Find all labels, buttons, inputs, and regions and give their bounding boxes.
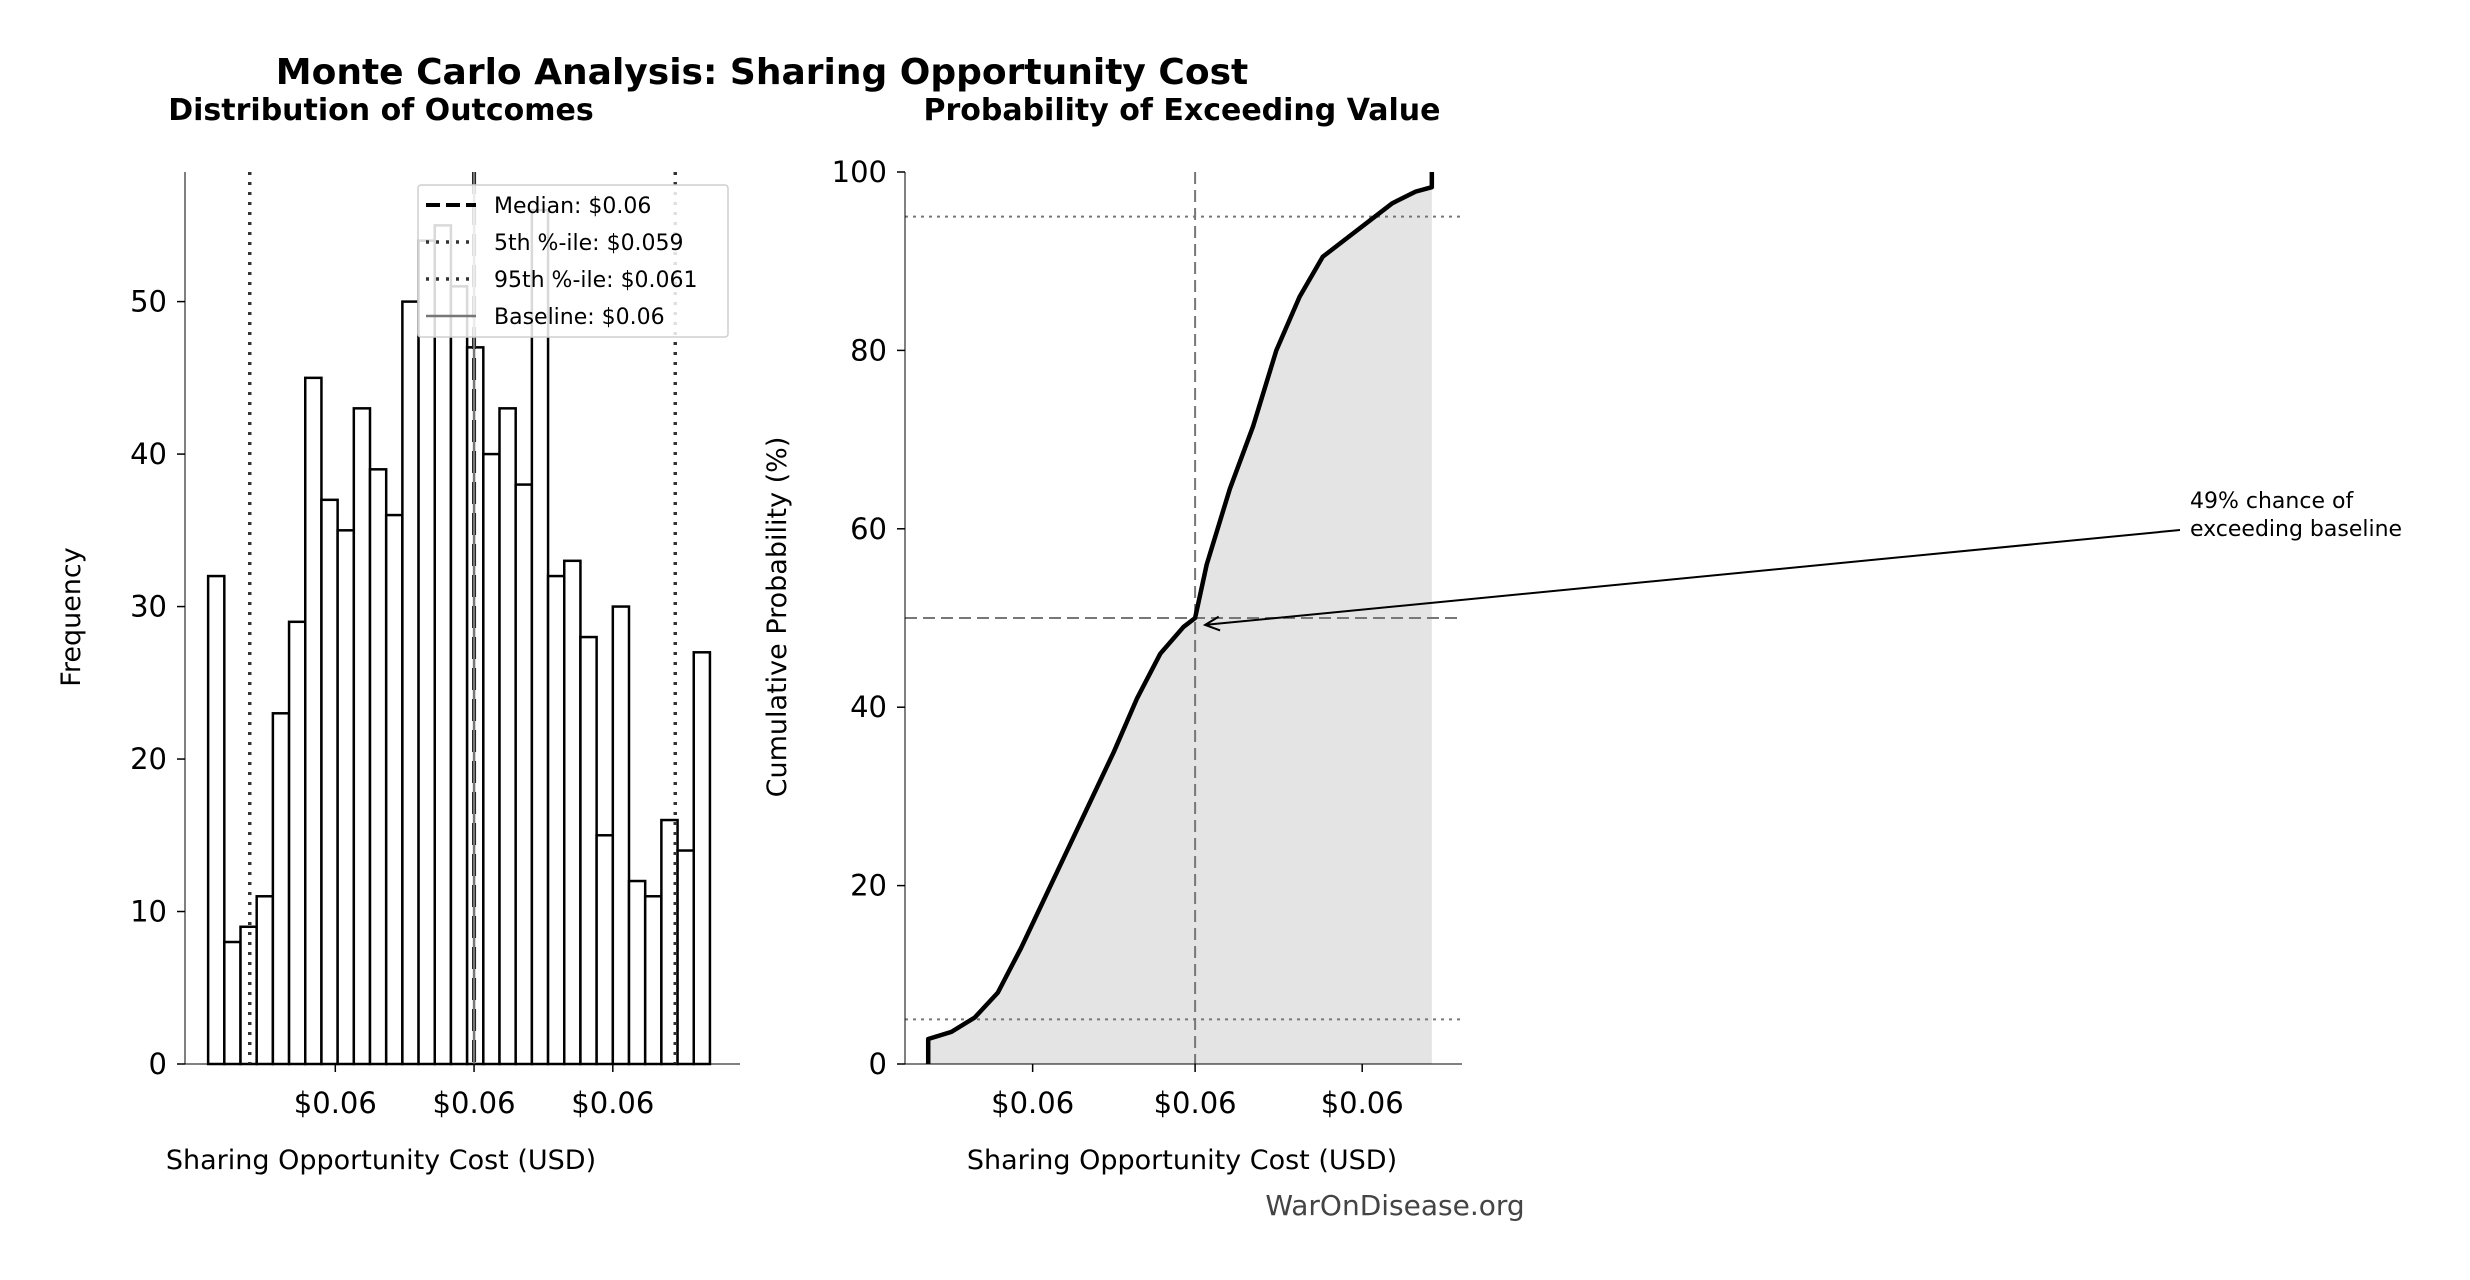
cdf-y-tick-label: 80	[850, 333, 887, 367]
legend-label: 5th %-ile: $0.059	[494, 231, 684, 256]
histogram-bar	[433, 224, 453, 1066]
cdf-y-tick-label: 100	[832, 155, 887, 189]
histogram-bar	[692, 651, 712, 1066]
histogram-bars	[206, 208, 712, 1066]
legend-label: Baseline: $0.06	[494, 305, 665, 330]
cdf-title: Probability of Exceeding Value	[923, 93, 1440, 128]
histogram-bar	[579, 635, 598, 1066]
histogram-bar	[223, 940, 242, 1066]
histogram-chart: 0 10 20 30 40 50 $0.06 $0.06 $0.06 Sharing Oppor…	[56, 172, 740, 1176]
annotation-arrow-head	[1202, 615, 1221, 632]
histogram-bar	[352, 407, 372, 1066]
histogram-x-tick-label: $0.06	[571, 1086, 654, 1120]
cdf-fill	[928, 172, 1432, 1064]
annotation-text: exceeding baseline	[2190, 517, 2402, 542]
histogram-bar	[320, 498, 339, 1066]
cdf-chart: 0 20 40 60 80 100 $0.06 $0.06 $0.06 Sharing Oppo…	[762, 155, 2402, 1176]
legend-label: 95th %-ile: $0.061	[494, 268, 698, 293]
cdf-x-tick-label: $0.06	[1321, 1086, 1404, 1120]
histogram-bar	[514, 483, 534, 1066]
watermark: WarOnDisease.org	[1265, 1189, 1524, 1222]
cdf-x-axis-label: Sharing Opportunity Cost (USD)	[967, 1145, 1397, 1176]
histogram-bar	[676, 849, 695, 1066]
cdf-y-tick-label: 40	[850, 690, 887, 724]
histogram-y-tick-label: 40	[130, 437, 167, 471]
cdf-x-tick-label: $0.06	[991, 1086, 1074, 1120]
histogram-y-tick-label: 0	[149, 1047, 167, 1081]
histogram-bar	[417, 239, 436, 1066]
histogram-bar	[546, 574, 566, 1066]
histogram-bar	[449, 285, 469, 1066]
histogram-bar	[482, 452, 501, 1066]
histogram-bar	[271, 712, 291, 1066]
histogram-bar	[255, 895, 275, 1066]
histogram-bar	[595, 834, 615, 1066]
histogram-bar	[287, 620, 307, 1066]
histogram-axes: 0 10 20 30 40 50 $0.06 $0.06 $0.06	[130, 172, 740, 1120]
histogram-bar	[304, 376, 323, 1066]
legend-frame	[417, 184, 729, 338]
histogram-y-tick-label: 50	[130, 285, 167, 319]
histogram-bar	[368, 468, 388, 1066]
histogram-legend: Median: $0.06 5th %-ile: $0.059 95th %-ile…	[417, 184, 729, 338]
histogram-bar	[401, 300, 420, 1066]
cdf-y-axis-label: Cumulative Probability (%)	[762, 437, 793, 798]
histogram-bar	[611, 605, 631, 1066]
histogram-y-axis-label: Frequency	[56, 547, 87, 687]
cdf-y-tick-label: 60	[850, 512, 887, 546]
cdf-y-tick-label: 20	[850, 869, 887, 903]
cdf-line	[925, 172, 1435, 1064]
histogram-title: Distribution of Outcomes	[168, 93, 594, 128]
cdf-reference-lines	[905, 172, 1462, 1064]
cdf-annotation: 49% chance of exceeding baseline	[1202, 489, 2402, 632]
annotation-text: 49% chance of	[2190, 489, 2354, 514]
legend-label: Median: $0.06	[494, 194, 651, 219]
histogram-y-tick-label: 10	[130, 895, 167, 929]
histogram-bar	[384, 513, 404, 1066]
annotation-arrow-shaft	[1205, 529, 2181, 626]
cdf-y-tick-label: 0	[869, 1047, 887, 1081]
histogram-x-tick-label: $0.06	[294, 1086, 377, 1120]
histogram-bar	[336, 529, 356, 1066]
cdf-axes: 0 20 40 60 80 100 $0.06 $0.06 $0.06	[832, 155, 1462, 1120]
histogram-bar	[643, 895, 663, 1066]
histogram-y-tick-label: 20	[130, 742, 167, 776]
cdf-x-tick-label: $0.06	[1154, 1086, 1237, 1120]
histogram-y-tick-label: 30	[130, 590, 167, 624]
histogram-bar	[563, 559, 582, 1066]
histogram-bar	[530, 208, 550, 1066]
histogram-bar	[206, 574, 226, 1066]
cdf-curve	[925, 172, 1435, 1064]
histogram-bar	[627, 879, 647, 1066]
histogram-x-tick-label: $0.06	[433, 1086, 516, 1120]
figure-title: Monte Carlo Analysis: Sharing Opportunit…	[276, 52, 1248, 93]
histogram-x-axis-label: Sharing Opportunity Cost (USD)	[166, 1145, 596, 1176]
cdf-fill-area	[928, 172, 1432, 1064]
histogram-bar	[498, 407, 517, 1066]
